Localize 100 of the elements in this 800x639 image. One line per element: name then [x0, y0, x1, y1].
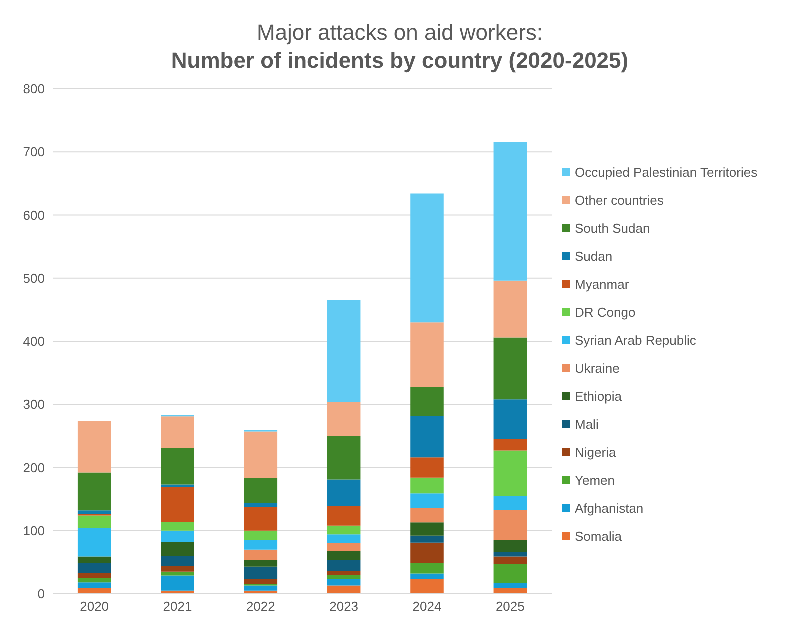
bar — [327, 571, 361, 576]
bar — [244, 586, 278, 591]
y-tick-label: 800 — [23, 82, 45, 97]
bar — [161, 566, 194, 572]
bar — [494, 400, 528, 440]
legend-label: Sudan — [575, 248, 613, 264]
bar — [327, 526, 361, 535]
bar — [161, 572, 194, 576]
legend-label: DR Congo — [575, 304, 636, 320]
legend-label: Afghanistan — [575, 500, 644, 516]
bar — [78, 421, 112, 473]
bar — [494, 556, 528, 564]
bar — [327, 436, 361, 480]
bar — [494, 552, 528, 557]
bar — [410, 478, 444, 494]
bar — [410, 386, 444, 416]
bar — [161, 416, 194, 448]
bar — [78, 556, 112, 564]
legend-label: Yemen — [575, 472, 615, 488]
bar — [494, 583, 528, 588]
y-tick-label: 600 — [23, 208, 45, 223]
bar — [78, 578, 112, 583]
bar — [78, 573, 112, 578]
bar — [244, 530, 278, 540]
bar — [78, 472, 112, 511]
bar — [244, 508, 278, 531]
bar — [494, 338, 528, 400]
x-tick-label: 2023 — [330, 599, 359, 614]
bar — [78, 563, 112, 574]
bar — [327, 575, 361, 580]
x-tick-label: 2021 — [163, 599, 192, 614]
bar — [244, 503, 278, 508]
bar — [327, 402, 361, 436]
y-tick-label: 300 — [23, 397, 45, 412]
legend-label: Mali — [575, 416, 599, 432]
legend-label: Ukraine — [575, 360, 620, 376]
bar — [244, 566, 278, 580]
bar — [410, 494, 444, 508]
bar — [161, 487, 194, 522]
bar — [161, 522, 194, 531]
bar — [244, 478, 278, 504]
bar — [494, 510, 528, 540]
bar — [494, 540, 528, 552]
bar — [494, 496, 528, 510]
legend-label: Other countries — [575, 192, 664, 208]
bar — [410, 542, 444, 564]
bar — [410, 563, 444, 574]
chart-subtitle: Number of incidents by country (2020-2025) — [170, 48, 630, 74]
bar — [494, 564, 528, 584]
y-tick-label: 200 — [23, 460, 45, 476]
bar — [327, 551, 361, 561]
bar — [161, 556, 194, 566]
bar — [327, 560, 361, 572]
bar — [494, 142, 528, 281]
legend-label: Syrian Arab Republic — [575, 332, 696, 348]
bar — [410, 322, 444, 387]
legend-label: Myanmar — [575, 276, 630, 292]
bar — [410, 574, 444, 580]
x-tick-label: 2020 — [80, 599, 110, 614]
bar — [494, 450, 528, 496]
y-tick-label: 500 — [23, 270, 45, 286]
bar — [161, 542, 194, 556]
bar — [410, 522, 444, 536]
bar — [78, 528, 112, 557]
bar — [244, 550, 278, 561]
bar — [327, 586, 361, 594]
bar — [244, 432, 278, 478]
chart-title: Major attacks on aid workers: — [256, 20, 544, 46]
x-tick-label: 2025 — [496, 599, 525, 614]
bar — [327, 579, 361, 586]
bar — [410, 536, 444, 543]
bar — [410, 579, 444, 594]
bar — [78, 516, 112, 528]
bar — [161, 484, 194, 488]
bar — [410, 416, 444, 458]
y-tick-label: 400 — [23, 334, 45, 350]
bar — [494, 280, 528, 338]
legend-label: Ethiopia — [575, 388, 622, 404]
y-tick-label: 100 — [23, 523, 45, 538]
bar — [327, 544, 361, 552]
bar — [327, 534, 361, 544]
bar — [161, 530, 194, 542]
x-tick-label: 2024 — [412, 599, 442, 614]
x-tick-label: 2022 — [246, 599, 276, 614]
bar — [410, 194, 444, 323]
bar — [244, 579, 278, 585]
bar — [494, 439, 528, 451]
bar — [78, 510, 112, 514]
bar — [410, 458, 444, 478]
y-tick-label: 0 — [38, 586, 45, 602]
bar — [327, 480, 361, 506]
legend-label: Nigeria — [575, 444, 616, 460]
bar — [244, 540, 278, 550]
bar — [244, 560, 278, 567]
y-tick-label: 700 — [23, 144, 45, 160]
bar — [327, 506, 361, 526]
legend-label: Occupied Palestinian Territories — [575, 164, 758, 180]
bar — [327, 300, 361, 402]
legend-label: South Sudan — [575, 220, 650, 236]
bar — [78, 582, 112, 588]
